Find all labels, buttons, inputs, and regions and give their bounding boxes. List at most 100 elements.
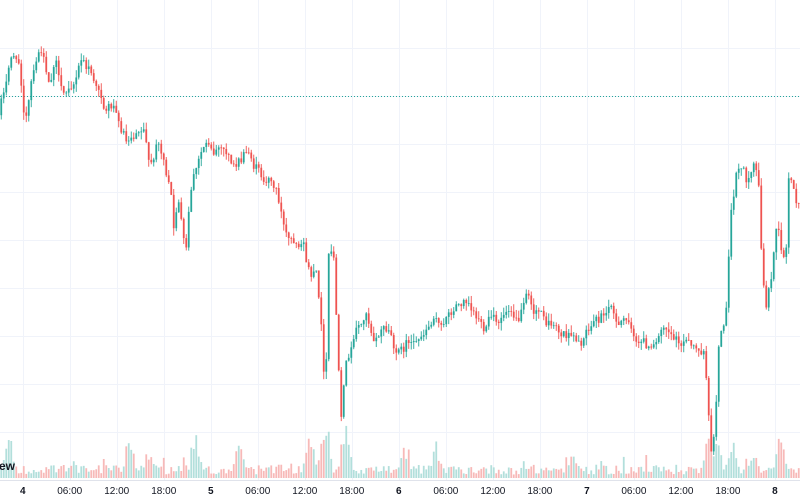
volume-bar [360,469,363,478]
candle-body [677,336,680,344]
volume-bar [365,468,368,478]
volume-bar [375,466,378,478]
volume-bar [760,472,763,478]
volume-bar [275,466,278,478]
candle-body [562,331,565,337]
candle-body [655,342,658,345]
volume-bar [595,464,598,478]
volume-bar [50,465,53,478]
candle-body [672,334,675,340]
volume-bar [257,465,260,478]
volume-bar [127,443,130,478]
volume-bar [305,452,308,478]
candle-body [607,307,610,313]
volume-bar [712,456,715,478]
candle-body [792,180,795,189]
candle-body [650,346,653,348]
candle-body [570,332,573,336]
volume-bar [67,467,70,478]
volume-bar [277,464,280,478]
volume-bar [355,471,358,478]
candle-body [727,256,730,308]
volume-bar [7,440,10,478]
volume-bar [17,473,20,478]
volume-bar [2,460,5,478]
candle-body [392,335,395,349]
candle-body [300,244,303,248]
candle-body [250,152,253,159]
candle-body [247,152,250,154]
candle-body [92,73,95,81]
volume-bar [555,468,558,478]
volume-bar [12,461,15,478]
candle-body [280,202,283,212]
candle-body [542,310,545,317]
volume-bar [662,466,665,478]
volume-bar [650,471,653,478]
candle-body [770,279,773,289]
volume-bar [560,468,563,478]
volume-bar [467,467,470,478]
candle-body [350,347,353,358]
candle-body [712,436,715,452]
candle-body [747,177,750,183]
candle-body [145,129,148,143]
candle-body [320,297,323,325]
candle-body [700,350,703,355]
volume-bar [410,469,413,478]
candle-body [685,339,688,342]
volume-bar [272,473,275,478]
volume-bar [747,465,750,478]
candle-body [730,209,733,257]
candle-body [775,228,778,253]
candle-body [322,324,325,372]
candle-body [422,335,425,337]
candle-body [390,330,393,336]
volume-bar [697,473,700,478]
candle-body [377,336,380,338]
candle-body [402,346,405,352]
candle-body [37,52,40,62]
volume-bar [362,473,365,478]
candle-body [490,316,493,318]
volume-bar [405,458,408,478]
candle-body [657,336,660,343]
candle-body [472,310,475,312]
candle-body [265,181,268,183]
volume-bar [222,468,225,478]
candle-body [310,267,313,277]
candle-body [232,163,235,165]
candle-body [597,316,600,323]
volume-bar [42,472,45,478]
volume-bar [235,451,238,478]
volume-bar [610,473,613,478]
volume-bar [582,471,585,478]
candle-body [610,305,613,308]
volume-bar [252,469,255,478]
volume-bar [722,469,725,478]
volume-bar [442,468,445,478]
volume-bar [602,465,605,478]
volume-bar [792,469,795,478]
candle-body [530,295,533,305]
volume-bar [472,472,475,478]
volume-bar [750,460,753,478]
candle-body [772,252,775,280]
volume-bar [462,473,465,478]
volume-bar [527,468,530,478]
candle-body [117,112,120,122]
candle-body [337,314,340,371]
candle-body [647,346,650,349]
candle-body [137,132,140,134]
volume-bar [425,469,428,478]
volume-bar [390,472,393,478]
candle-body [130,137,133,141]
candle-body [187,211,190,248]
volume-bar [772,467,775,478]
volume-bar [72,461,75,478]
volume-bar [617,470,620,478]
volume-bar [707,438,710,478]
volume-bar [180,470,183,478]
candle-body [12,56,15,58]
